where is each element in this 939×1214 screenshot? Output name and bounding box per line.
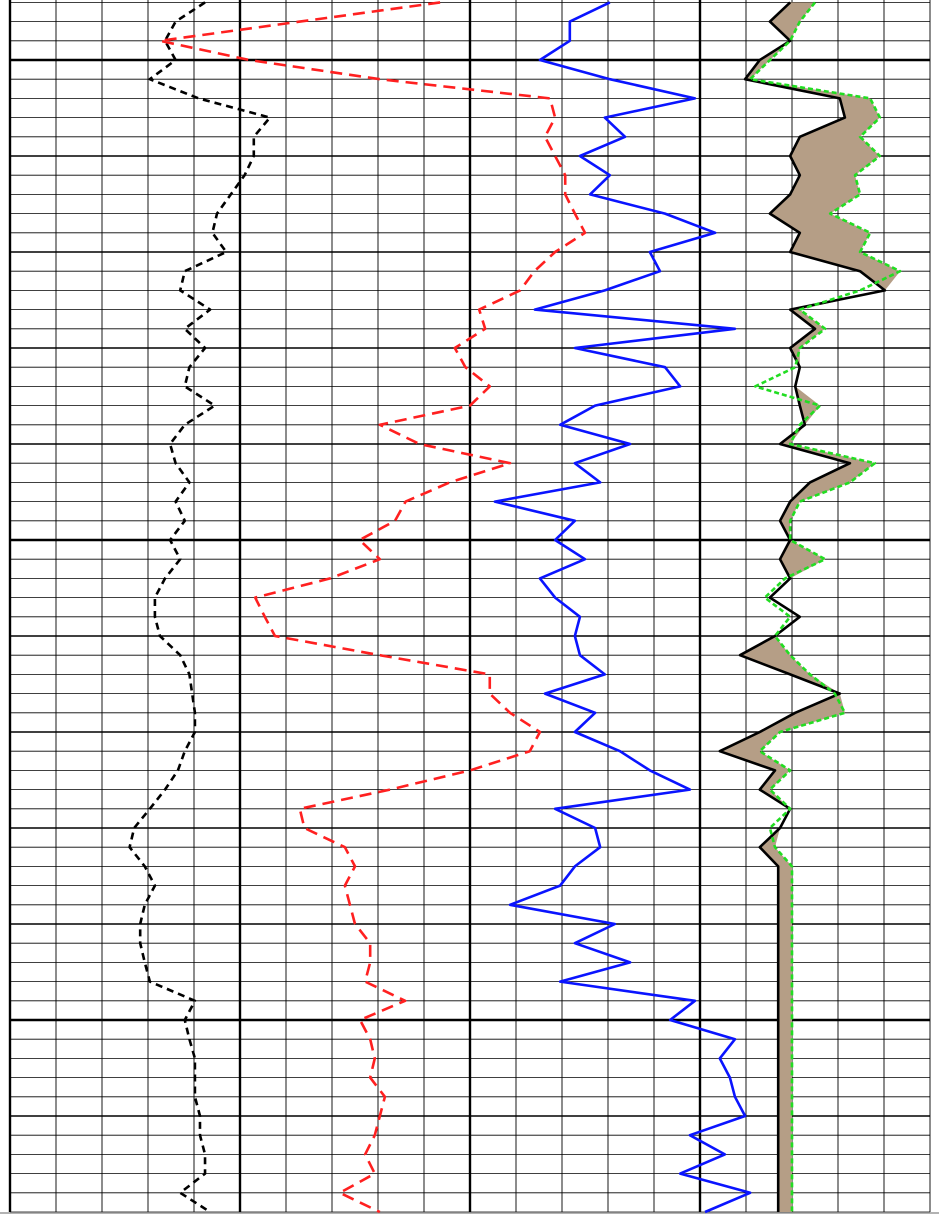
fill-between [719, 2, 901, 1212]
curves [128, 1, 902, 1214]
log-curve [748, 1, 902, 1212]
log-curve [718, 1, 887, 1212]
log-curve [128, 1, 272, 1214]
log-curve [158, 1, 587, 1214]
fill-layer [719, 2, 901, 1212]
log-curve [493, 1, 752, 1214]
